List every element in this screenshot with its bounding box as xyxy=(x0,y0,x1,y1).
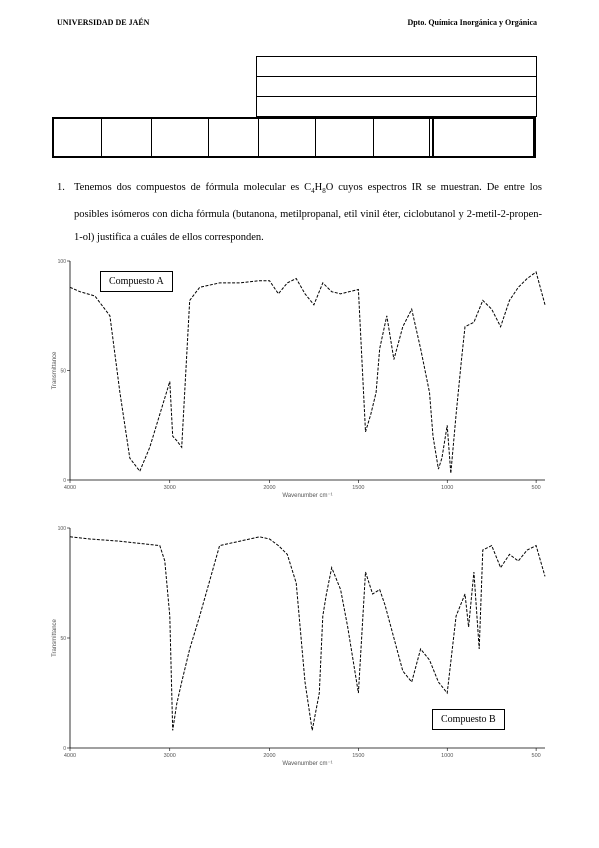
specB-ytick-label: 100 xyxy=(58,526,67,532)
grade-cell-7[interactable] xyxy=(374,119,430,156)
question-number: 1. xyxy=(57,182,65,193)
spectrum-b-line xyxy=(69,536,546,731)
spectrum-b-ylabel: Transmittance xyxy=(52,618,58,656)
formula-c-sub: 4 xyxy=(311,187,315,196)
info-row-3[interactable] xyxy=(257,97,536,117)
question-text-part-1: Tenemos dos compuestos de fórmula molecu… xyxy=(74,182,305,193)
specB-xtick-label: 500 xyxy=(532,753,541,759)
spectrum-a-line xyxy=(69,271,546,474)
grade-cell-3[interactable] xyxy=(152,119,209,156)
specB-xtick-label: 1000 xyxy=(441,753,453,759)
spectrum-a-ylabel: Transmittance xyxy=(52,351,58,389)
specB-xtick-label: 4000 xyxy=(64,753,76,759)
compound-a-label: Compuesto A xyxy=(100,271,173,292)
specA-ytick-label: 100 xyxy=(58,259,67,265)
university-name: UNIVERSIDAD DE JAÉN xyxy=(57,18,150,27)
question-text-part-2: cuyos espectros IR se muestran. De entre… xyxy=(74,182,542,244)
specA-xtick-label: 4000 xyxy=(64,485,76,491)
specB-xtick-label: 1500 xyxy=(352,753,364,759)
grade-cell-5[interactable] xyxy=(259,119,316,156)
formula-h-sub: 8 xyxy=(322,187,326,196)
formula-o: O xyxy=(325,182,334,193)
specA-ytick-label: 50 xyxy=(60,369,66,375)
grade-cell-1[interactable] xyxy=(54,119,102,156)
grading-table xyxy=(52,117,536,158)
specA-xtick-label: 500 xyxy=(532,485,541,491)
grade-cell-total[interactable] xyxy=(432,119,534,156)
info-row-1[interactable] xyxy=(257,57,536,77)
grade-cell-6[interactable] xyxy=(316,119,374,156)
compound-b-label: Compuesto B xyxy=(432,709,505,730)
student-info-box xyxy=(256,56,537,117)
grade-cell-4[interactable] xyxy=(209,119,259,156)
specB-ytick-label: 0 xyxy=(63,746,66,752)
formula-h: H xyxy=(314,182,323,193)
spectrum-a-xlabel: Wavenumber cm⁻¹ xyxy=(282,493,332,499)
specA-xtick-label: 2000 xyxy=(263,485,275,491)
specA-xtick-label: 3000 xyxy=(164,485,176,491)
specB-xtick-label: 2000 xyxy=(263,753,275,759)
specA-xtick-label: 1500 xyxy=(352,485,364,491)
specB-ytick-label: 50 xyxy=(60,636,66,642)
specB-xtick-label: 3000 xyxy=(164,753,176,759)
spectrum-b-xlabel: Wavenumber cm⁻¹ xyxy=(282,761,332,767)
info-row-2[interactable] xyxy=(257,77,536,97)
specA-xtick-label: 1000 xyxy=(441,485,453,491)
specA-ytick-label: 0 xyxy=(63,478,66,484)
question-text: Tenemos dos compuestos de fórmula molecu… xyxy=(74,176,542,249)
department-name: Dpto. Química Inorgánica y Orgánica xyxy=(407,18,537,27)
question-1: 1. Tenemos dos compuestos de fórmula mol… xyxy=(57,176,542,249)
grade-cell-2[interactable] xyxy=(102,119,152,156)
molecular-formula: C4H8O xyxy=(304,182,334,196)
formula-c: C xyxy=(304,182,312,193)
